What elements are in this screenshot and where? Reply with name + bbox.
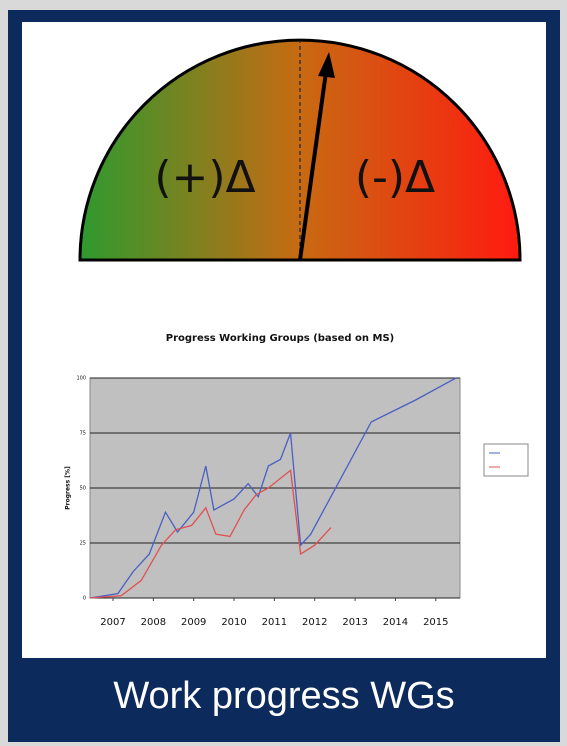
needle-head	[318, 52, 335, 78]
series-line	[89, 377, 457, 599]
x-tick-label: 2014	[383, 617, 408, 628]
y-tick-label: 75	[80, 431, 86, 437]
gauge-left-label: (+)Δ	[154, 152, 255, 203]
x-tick-label: 2009	[181, 617, 206, 628]
x-tick-label: 2015	[423, 617, 448, 628]
x-tick-label: 2008	[141, 617, 166, 628]
gauge-needle	[298, 71, 328, 261]
y-tick-label: 25	[80, 541, 86, 547]
y-axis-label: Progress [%]	[65, 466, 72, 510]
x-tick-label: 2010	[221, 617, 246, 628]
y-tick-label: 50	[80, 486, 86, 492]
chart-title: Progress Working Groups (based on MS)	[166, 333, 394, 344]
series-line	[89, 469, 332, 599]
y-tick-label: 0	[83, 596, 86, 602]
banner	[22, 660, 546, 736]
gauge	[78, 38, 522, 262]
banner-text: Work progress WGs	[113, 675, 454, 717]
gauge-right-label: (-)Δ	[355, 152, 435, 203]
legend	[483, 443, 529, 477]
x-tick-label: 2013	[342, 617, 367, 628]
x-tick-label: 2011	[262, 617, 287, 628]
x-tick-label: 2012	[302, 617, 327, 628]
y-tick-label: 100	[76, 376, 86, 382]
x-tick-label: 2007	[100, 617, 125, 628]
